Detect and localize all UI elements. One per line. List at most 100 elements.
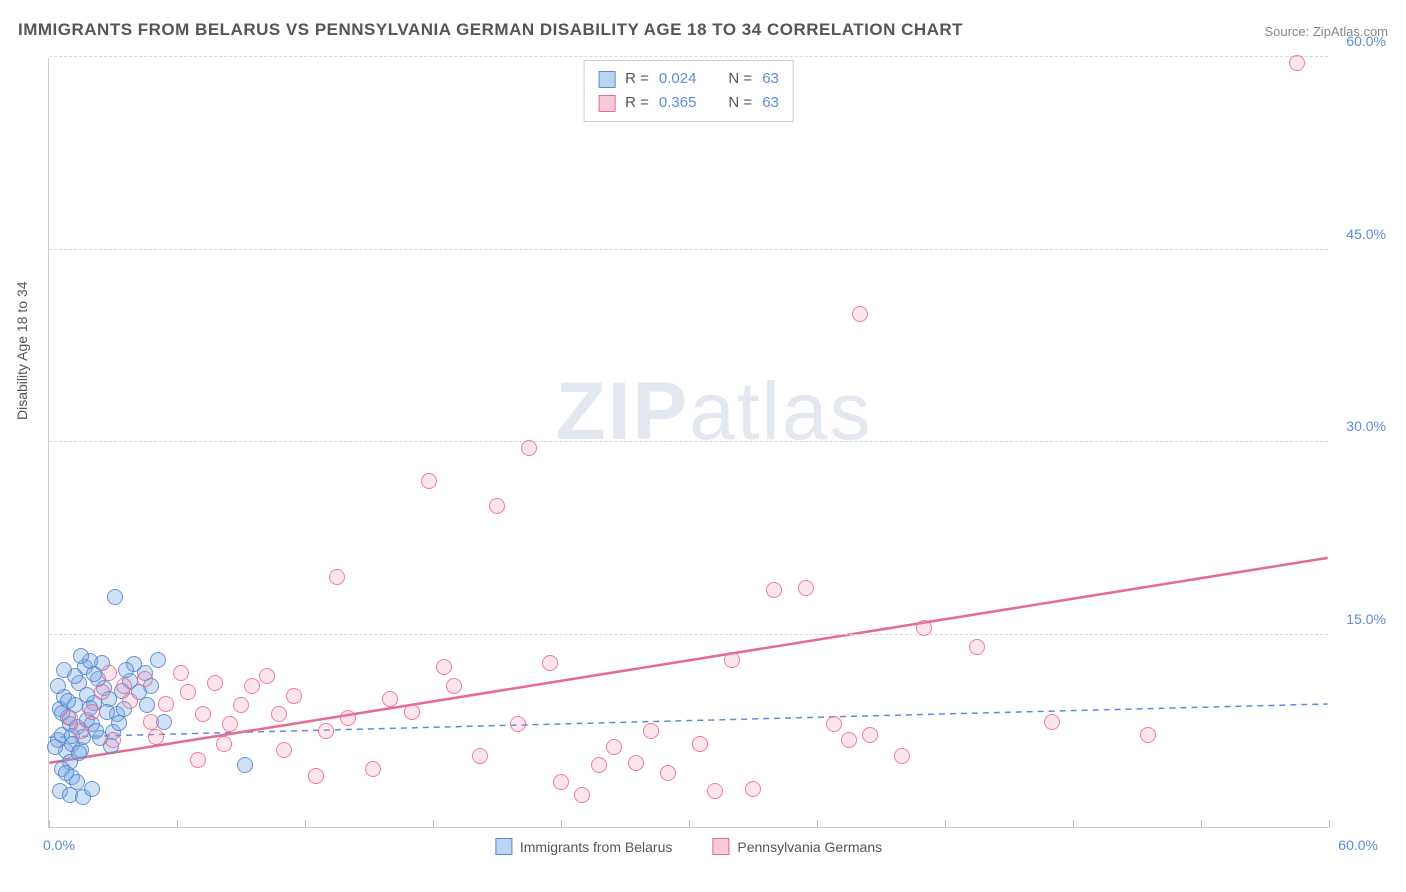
data-point <box>707 783 723 799</box>
data-point <box>190 752 206 768</box>
data-point <box>137 671 153 687</box>
data-point <box>365 761 381 777</box>
data-point <box>766 582 782 598</box>
data-point <box>88 723 104 739</box>
y-tick-label: 30.0% <box>1346 418 1386 434</box>
data-point <box>276 742 292 758</box>
data-point <box>894 748 910 764</box>
data-point <box>84 781 100 797</box>
gridline <box>49 249 1328 250</box>
correlation-stats-box: R = 0.024 N = 63 R = 0.365 N = 63 <box>583 60 794 122</box>
data-point <box>916 620 932 636</box>
data-point <box>606 739 622 755</box>
x-tick <box>177 820 178 828</box>
data-point <box>47 739 63 755</box>
stats-row: R = 0.365 N = 63 <box>598 91 779 115</box>
data-point <box>382 691 398 707</box>
x-tick <box>945 820 946 828</box>
data-point <box>139 697 155 713</box>
x-tick <box>305 820 306 828</box>
data-point <box>1289 55 1305 71</box>
x-tick <box>689 820 690 828</box>
data-point <box>116 678 132 694</box>
legend-label: Immigrants from Belarus <box>520 839 672 855</box>
x-tick <box>1201 820 1202 828</box>
data-point <box>158 696 174 712</box>
data-point <box>73 723 89 739</box>
y-tick-label: 60.0% <box>1346 33 1386 49</box>
data-point <box>446 678 462 694</box>
stats-row: R = 0.024 N = 63 <box>598 67 779 91</box>
data-point <box>94 684 110 700</box>
legend-item: Pennsylvania Germans <box>712 838 882 855</box>
x-tick <box>433 820 434 828</box>
data-point <box>521 440 537 456</box>
data-point <box>724 652 740 668</box>
data-point <box>591 757 607 773</box>
x-end-label: 60.0% <box>1338 837 1378 853</box>
data-point <box>237 757 253 773</box>
data-point <box>148 729 164 745</box>
x-start-label: 0.0% <box>43 837 75 853</box>
n-value: 63 <box>762 67 779 91</box>
x-tick <box>1073 820 1074 828</box>
data-point <box>969 639 985 655</box>
data-point <box>308 768 324 784</box>
data-point <box>340 710 356 726</box>
data-point <box>286 688 302 704</box>
data-point <box>318 723 334 739</box>
n-label: N = <box>728 91 752 115</box>
data-point <box>73 648 89 664</box>
data-point <box>436 659 452 675</box>
x-tick <box>817 820 818 828</box>
data-point <box>271 706 287 722</box>
chart-title: IMMIGRANTS FROM BELARUS VS PENNSYLVANIA … <box>18 20 963 40</box>
data-point <box>852 306 868 322</box>
watermark-logo: ZIPatlas <box>556 365 873 459</box>
data-point <box>207 675 223 691</box>
data-point <box>118 662 134 678</box>
data-point <box>1140 727 1156 743</box>
data-point <box>143 714 159 730</box>
data-point <box>745 781 761 797</box>
data-point <box>71 745 87 761</box>
data-point <box>233 697 249 713</box>
legend-item: Immigrants from Belarus <box>495 838 672 855</box>
data-point <box>216 736 232 752</box>
data-point <box>798 580 814 596</box>
y-tick-label: 15.0% <box>1346 611 1386 627</box>
data-point <box>107 589 123 605</box>
x-tick <box>49 820 50 828</box>
data-point <box>826 716 842 732</box>
data-point <box>84 704 100 720</box>
n-label: N = <box>728 67 752 91</box>
r-value: 0.365 <box>659 91 697 115</box>
data-point <box>173 665 189 681</box>
data-point <box>510 716 526 732</box>
data-point <box>101 665 117 681</box>
data-point <box>574 787 590 803</box>
data-point <box>329 569 345 585</box>
data-point <box>472 748 488 764</box>
legend-swatch <box>495 838 512 855</box>
r-label: R = <box>625 91 649 115</box>
data-point <box>259 668 275 684</box>
data-point <box>111 715 127 731</box>
legend-swatch <box>598 71 615 88</box>
data-point <box>105 732 121 748</box>
gridline <box>49 441 1328 442</box>
scatter-plot: ZIPatlas R =0.024N =63R =0.365N =63 Immi… <box>48 58 1328 828</box>
data-point <box>1044 714 1060 730</box>
n-value: 63 <box>762 91 779 115</box>
data-point <box>542 655 558 671</box>
legend-swatch <box>598 95 615 112</box>
data-point <box>489 498 505 514</box>
data-point <box>643 723 659 739</box>
data-point <box>421 473 437 489</box>
data-point <box>150 652 166 668</box>
legend: Immigrants from Belarus Pennsylvania Germ… <box>495 838 882 855</box>
r-value: 0.024 <box>659 67 697 91</box>
data-point <box>195 706 211 722</box>
data-point <box>553 774 569 790</box>
r-label: R = <box>625 67 649 91</box>
